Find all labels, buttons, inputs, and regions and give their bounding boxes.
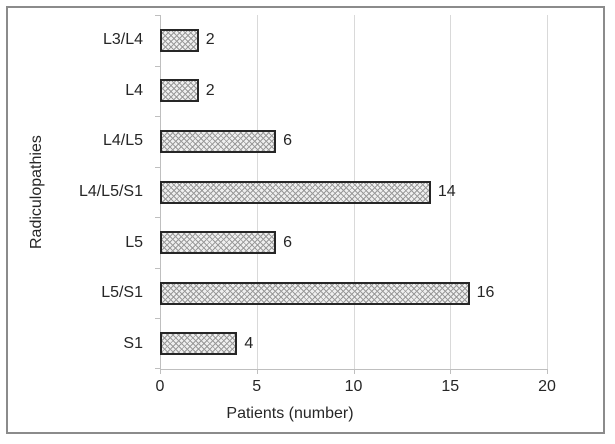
category-label: S1 [123, 334, 143, 352]
x-tick-label: 5 [252, 378, 262, 395]
bar-row: 2 [160, 15, 547, 66]
x-tick-mark [547, 369, 548, 374]
x-axis-title: Patients (number) [226, 405, 354, 422]
x-tick-label: 0 [155, 378, 165, 395]
gridline [547, 15, 548, 369]
y-tick-mark [155, 267, 160, 269]
x-tick-mark [353, 369, 355, 374]
bar-row: 14 [160, 167, 547, 218]
bar [160, 79, 199, 103]
x-tick-label: 20 [538, 378, 556, 395]
category-label: L4 [125, 81, 143, 99]
bar-value-label: 6 [283, 132, 292, 150]
y-tick-mark [155, 217, 160, 219]
bar-row: 6 [160, 116, 547, 167]
bar-value-label: 16 [476, 284, 495, 302]
bar [160, 231, 277, 255]
bar [160, 129, 277, 153]
category-label: L5 [125, 233, 143, 251]
category-axis-labels: L3/L4 L4 L4/L5 L4/L5/S1 L5 L5/S1 S1 [44, 15, 152, 369]
bar [160, 180, 431, 204]
bar-value-label: 14 [437, 183, 456, 201]
category-label: L3/L4 [102, 31, 143, 49]
category-label: L4/L5 [102, 132, 143, 150]
y-tick-mark [155, 65, 160, 67]
category-label: L5/S1 [101, 284, 143, 302]
plot-area: 2 2 6 14 6 16 4 [155, 15, 548, 370]
x-tick-mark [450, 369, 452, 374]
x-tick-label: 10 [344, 378, 363, 395]
bar-row: 6 [160, 217, 547, 268]
y-tick-mark [155, 116, 160, 118]
chart-frame: Radiculopathies L3/L4 L4 L4/L5 L4/L5/S1 L5 L5… [6, 6, 605, 434]
x-tick-mark [256, 369, 258, 374]
bar-value-label: 6 [283, 233, 292, 251]
x-axis-ticks: 0 5 10 15 20 [156, 369, 556, 409]
y-tick-mark [155, 15, 160, 16]
y-tick-mark [155, 368, 160, 369]
x-tick-label: 15 [441, 378, 460, 395]
bar-series: 2 2 6 14 6 16 4 [160, 15, 547, 369]
gridline [450, 15, 452, 369]
bar-value-label: 4 [244, 334, 254, 352]
bar-value-label: 2 [205, 81, 215, 99]
bar-row: 2 [160, 66, 547, 117]
category-label: L4/L5/S1 [78, 183, 143, 201]
x-tick-mark [160, 369, 161, 374]
bar-row: 16 [160, 268, 547, 319]
y-tick-mark [155, 166, 160, 168]
bar-value-label: 2 [205, 31, 215, 49]
bar [160, 28, 199, 52]
bar [160, 332, 238, 356]
y-tick-mark [155, 318, 160, 320]
bar-row: 4 [160, 318, 547, 369]
bar [160, 281, 470, 305]
